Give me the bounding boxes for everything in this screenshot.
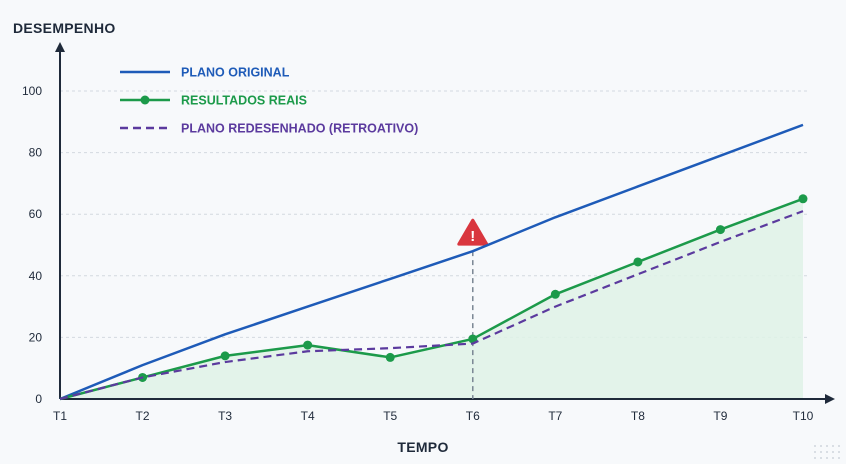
x-tick-label: T10 — [793, 409, 814, 423]
y-tick-label: 100 — [22, 84, 42, 98]
x-tick-label: T4 — [301, 409, 315, 423]
legend-marker — [140, 95, 150, 105]
y-tick-label: 40 — [29, 269, 43, 283]
legend-label: RESULTADOS REAIS — [181, 94, 307, 108]
warning-symbol: ! — [470, 228, 475, 245]
decor-dot — [826, 457, 828, 459]
x-tick-label: T1 — [53, 409, 67, 423]
x-tick-label: T3 — [218, 409, 232, 423]
decor-dot — [832, 445, 834, 447]
decor-dot — [832, 451, 834, 453]
area-resultados-reais — [60, 198, 803, 399]
decor-dot — [820, 451, 822, 453]
x-axis-title: TEMPO — [397, 439, 448, 455]
tick-labels: 0 20 40 60 80 100 T1 T2 T3 T4 T5 T6 T7 T8 T9 T10 — [22, 84, 814, 423]
annotations: ! — [457, 218, 489, 399]
decor-dot — [826, 445, 828, 447]
legend: PLANO ORIGINAL RESULTADOS REAIS PLANO REDE… — [120, 66, 418, 136]
legend-label: PLANO ORIGINAL — [181, 66, 290, 80]
x-tick-label: T9 — [713, 409, 727, 423]
decor-dot — [826, 451, 828, 453]
y-tick-label: 60 — [29, 207, 43, 221]
legend-label: PLANO REDESENHADO (RETROATIVO) — [181, 122, 418, 136]
legend-item-resultados-reais: RESULTADOS REAIS — [120, 94, 307, 108]
legend-item-plano-original: PLANO ORIGINAL — [120, 66, 290, 80]
area-fill — [60, 198, 803, 399]
decor-dot — [838, 445, 840, 447]
series — [59, 123, 808, 401]
data-point — [220, 351, 230, 361]
data-point — [715, 225, 725, 235]
decor-dot — [820, 445, 822, 447]
decor-dot — [832, 457, 834, 459]
data-point — [550, 289, 560, 299]
warning-icon — [457, 218, 489, 246]
decor-dot — [814, 457, 816, 459]
data-point — [303, 340, 313, 350]
data-point — [385, 352, 395, 362]
y-tick-label: 80 — [29, 146, 43, 160]
axes — [55, 42, 835, 404]
y-tick-label: 20 — [29, 330, 43, 344]
decor-dot — [814, 451, 816, 453]
legend-item-plano-redesenhado-retroativo: PLANO REDESENHADO (RETROATIVO) — [120, 122, 418, 136]
decor-dot — [820, 457, 822, 459]
x-tick-label: T6 — [466, 409, 480, 423]
data-point — [468, 334, 478, 344]
y-axis-title: DESEMPENHO — [13, 20, 116, 36]
series-line-plano-redesenhado-retroativo — [59, 210, 804, 401]
decor-dot — [838, 457, 840, 459]
decor-dot — [838, 451, 840, 453]
data-point — [633, 257, 643, 267]
data-point — [798, 194, 808, 204]
x-tick-label: T2 — [136, 409, 150, 423]
x-tick-label: T7 — [548, 409, 562, 423]
decor-dot — [814, 445, 816, 447]
y-tick-label: 0 — [35, 392, 42, 406]
series-line-plano-original — [59, 123, 804, 401]
series-line-resultados-reais — [59, 197, 804, 401]
decorative-dots — [814, 445, 840, 459]
x-tick-label: T8 — [631, 409, 645, 423]
x-tick-label: T5 — [383, 409, 397, 423]
